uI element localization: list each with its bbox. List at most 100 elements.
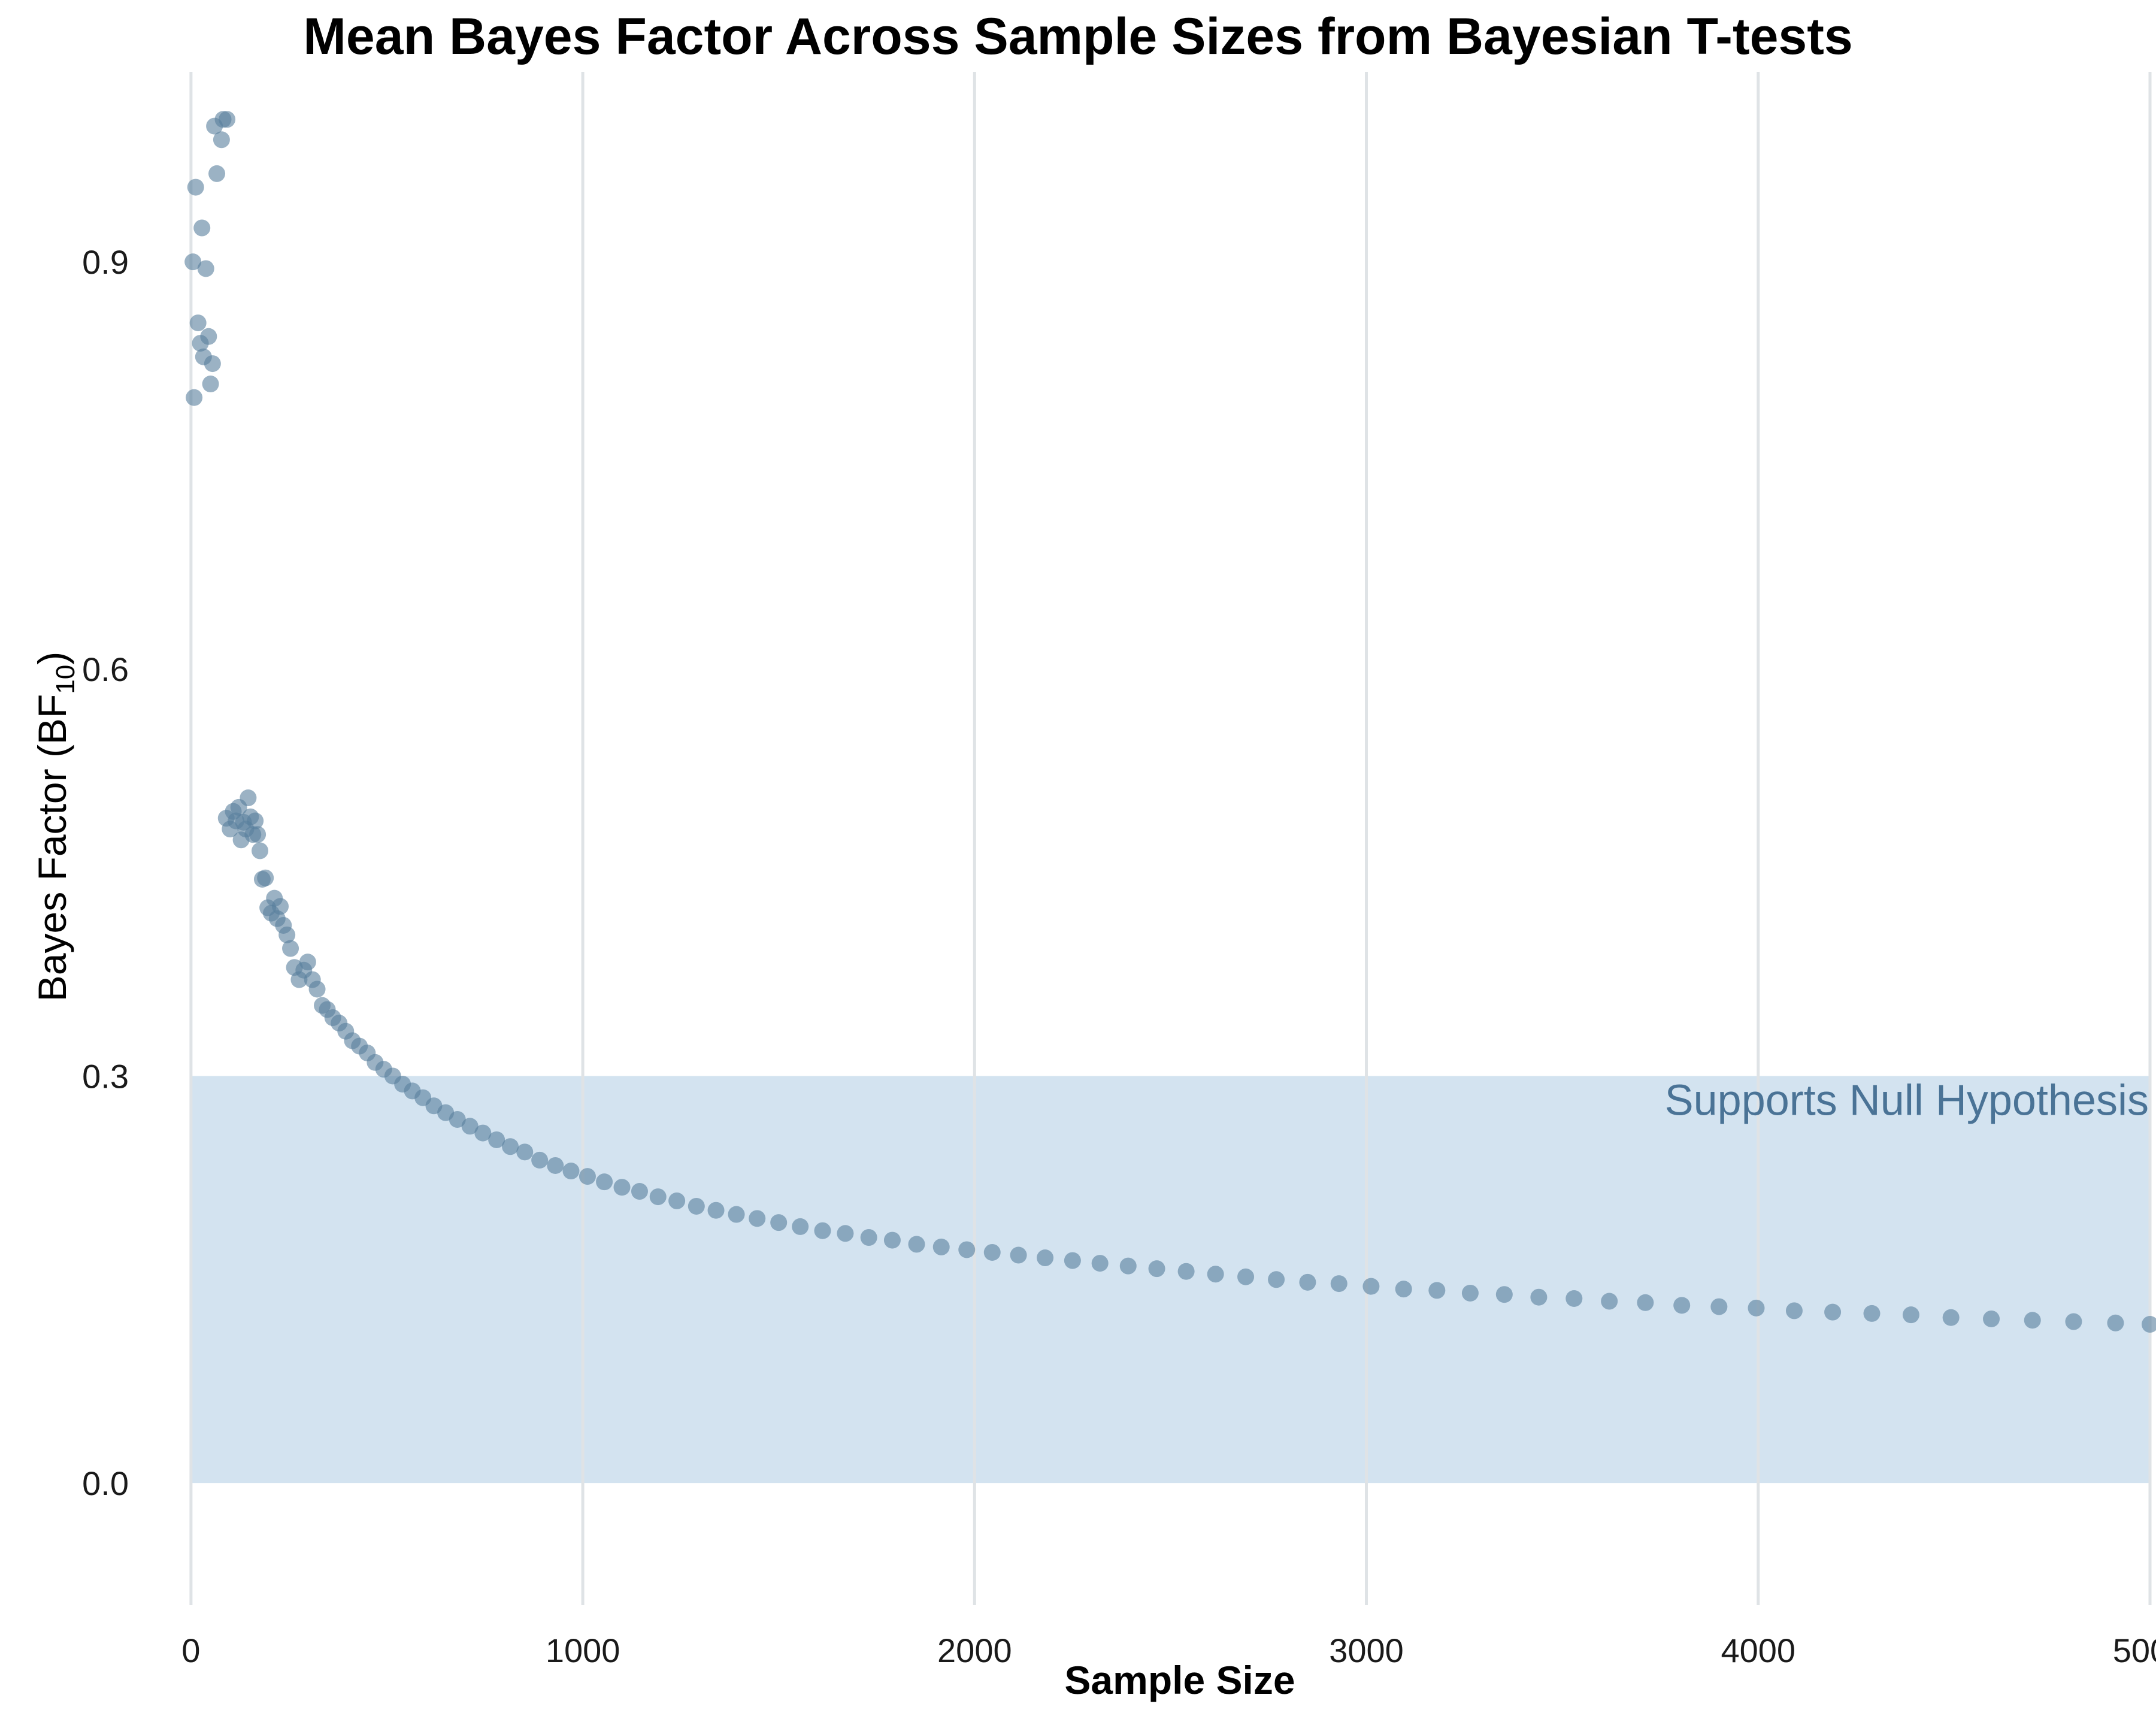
data-point [860,1229,877,1246]
data-point [531,1151,549,1169]
y-axis-label-main: Bayes Factor (BF [30,694,74,1001]
data-point [1863,1305,1881,1322]
data-point [613,1179,631,1196]
data-point [958,1241,976,1258]
data-point [449,1110,466,1128]
y-axis-label-subscript: 10 [51,665,80,694]
data-point [1119,1257,1137,1275]
data-point [219,111,236,128]
null-hypothesis-annotation: Supports Null Hypothesis [1665,1076,2149,1124]
data-point [272,898,289,915]
data-point [1461,1284,1479,1302]
data-point [596,1173,613,1191]
data-point [1942,1309,1960,1326]
data-point [814,1222,831,1239]
data-point [213,131,230,149]
data-point [308,980,326,998]
data-point [240,789,257,807]
x-tick-label: 1000 [546,1632,620,1669]
data-point [2065,1313,2082,1330]
data-point [516,1143,534,1161]
data-point [2107,1314,2124,1331]
data-point [278,926,296,943]
data-point [1362,1278,1380,1295]
data-point [1530,1288,1548,1306]
data-point [257,869,274,886]
data-point [252,842,269,860]
data-point [2142,1316,2156,1333]
data-point [461,1118,479,1135]
data-point [197,260,214,277]
data-point [668,1192,686,1209]
x-axis-ticks: 0 1000 2000 3000 4000 5000 [181,1632,2156,1669]
x-tick-label: 4000 [1721,1632,1795,1669]
data-point [1428,1282,1446,1299]
data-point [1785,1302,1803,1320]
data-point [562,1163,580,1180]
data-point [932,1238,950,1255]
data-point [1673,1297,1691,1314]
data-point [1299,1273,1316,1291]
plot-area: Supports Null Hypothesis [184,72,2156,1605]
data-point [1637,1294,1654,1311]
data-point [1983,1310,2000,1327]
data-point [1237,1268,1255,1285]
data-point [247,812,264,830]
data-point [707,1202,725,1219]
y-axis-ticks: 0.0 0.3 0.6 0.9 [82,243,129,1502]
data-point [1268,1271,1285,1288]
data-point [1064,1252,1081,1269]
data-point [204,355,221,373]
data-point [908,1236,925,1253]
data-point [749,1210,766,1227]
data-point [631,1183,648,1200]
data-point [837,1225,854,1242]
data-point [1824,1303,1842,1321]
data-point [200,328,217,345]
x-axis-label: Sample Size [1064,1658,1295,1702]
x-tick-label: 2000 [937,1632,1012,1669]
data-point [249,826,267,843]
data-point [282,940,299,957]
y-tick-label: 0.3 [82,1057,129,1095]
data-point [474,1124,492,1142]
data-point [202,376,219,393]
y-axis-label: Bayes Factor (BF10) [30,652,80,1001]
data-point [502,1138,519,1155]
data-point [883,1231,901,1249]
y-tick-label: 0.6 [82,650,129,688]
data-point [1010,1246,1027,1264]
data-point [1177,1263,1195,1280]
data-point [1902,1306,1919,1324]
y-tick-label: 0.9 [82,243,129,281]
data-point [1037,1249,1054,1267]
data-point [728,1206,745,1223]
data-point [1495,1286,1513,1303]
data-point [688,1197,705,1215]
y-axis-label-close: ) [30,652,74,665]
data-point [187,178,204,196]
x-tick-label: 0 [181,1632,200,1669]
chart-title: Mean Bayes Factor Across Sample Sizes fr… [303,8,1852,65]
data-point [1395,1281,1412,1298]
data-point [649,1188,667,1206]
data-point [1330,1275,1348,1293]
data-point [488,1131,505,1148]
data-point [193,219,211,237]
data-point [208,165,226,182]
data-point [579,1168,596,1185]
data-point [1207,1266,1224,1283]
data-point [299,954,316,971]
data-point [1601,1293,1618,1310]
data-point [184,253,202,271]
data-point [1710,1298,1728,1315]
x-tick-label: 3000 [1329,1632,1404,1669]
data-point [1748,1299,1765,1317]
data-point [186,389,203,406]
y-tick-label: 0.0 [82,1464,129,1502]
data-point [1091,1255,1109,1272]
x-tick-label: 5000 [2113,1632,2156,1669]
data-point [547,1157,564,1174]
data-point [983,1243,1001,1261]
